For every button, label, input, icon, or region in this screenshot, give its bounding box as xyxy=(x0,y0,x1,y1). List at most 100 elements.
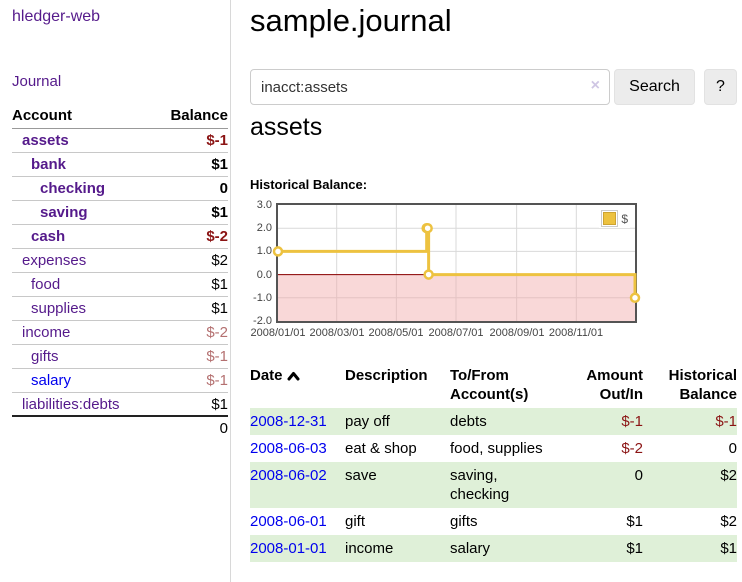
account-link-saving[interactable]: saving xyxy=(40,204,88,221)
search-input[interactable] xyxy=(250,69,610,105)
date-column-header[interactable]: Date xyxy=(250,362,345,408)
account-link-bank[interactable]: bank xyxy=(31,156,67,173)
transaction-accounts: debts xyxy=(450,413,487,430)
account-link-supplies[interactable]: supplies xyxy=(31,300,87,317)
transaction-description: pay off xyxy=(345,413,390,430)
historical-balance-column-header: Historical Balance xyxy=(668,367,737,403)
transaction-amount: $-2 xyxy=(621,440,643,457)
transaction-date-cell: 2008-01-01 xyxy=(250,535,345,562)
transaction-balance: 0 xyxy=(728,440,737,457)
account-heading: assets xyxy=(250,113,323,141)
transaction-balance: $1 xyxy=(720,540,737,557)
account-link-checking[interactable]: checking xyxy=(40,180,106,197)
date-column-label: Date xyxy=(250,367,283,384)
chart-canvas xyxy=(272,205,641,321)
accounts-column-header: Account xyxy=(12,107,72,124)
balance-chart: $ xyxy=(272,203,641,323)
transaction-amount: $1 xyxy=(626,513,643,530)
transaction-balance: $-1 xyxy=(715,413,737,430)
page-title: sample.journal xyxy=(250,3,452,38)
x-axis-tick-label: 2008/03/01 xyxy=(309,327,365,339)
account-balance: $-1 xyxy=(206,348,228,365)
transaction-date-link[interactable]: 2008-06-01 xyxy=(250,513,327,530)
x-axis-tick-label: 2008/01/01 xyxy=(250,327,306,339)
account-row: gifts $-1 xyxy=(12,344,228,368)
transaction-date-cell: 2008-06-01 xyxy=(250,508,345,535)
account-balance: $-1 xyxy=(206,372,228,389)
transaction-balance: $2 xyxy=(720,467,737,484)
brand-link[interactable]: hledger-web xyxy=(12,8,101,25)
transaction-accounts: saving, checking xyxy=(450,467,510,503)
transaction-balance: $2 xyxy=(720,513,737,530)
register-row: 2008-06-01 gift gifts $1 $2 xyxy=(250,508,737,535)
transaction-accounts: gifts xyxy=(450,513,478,530)
account-link-gifts[interactable]: gifts xyxy=(31,348,59,365)
transaction-date-cell: 2008-06-03 xyxy=(250,435,345,462)
transaction-description: gift xyxy=(345,513,366,530)
legend-label: $ xyxy=(621,211,628,226)
y-axis-tick-label: 0.0 xyxy=(256,269,272,281)
transaction-date-link[interactable]: 2008-06-02 xyxy=(250,467,327,484)
x-axis-tick-label: 2008/11/01 xyxy=(548,327,604,339)
account-link-income[interactable]: income xyxy=(22,324,71,341)
total-balance: 0 xyxy=(219,420,228,437)
register-row: 2008-01-01 income salary $1 $1 xyxy=(250,535,737,562)
account-link-assets[interactable]: assets xyxy=(22,132,69,149)
account-row: liabilities:debts $1 xyxy=(12,392,228,416)
account-row: salary $-1 xyxy=(12,368,228,392)
search-button[interactable]: Search xyxy=(614,69,695,105)
account-link-cash[interactable]: cash xyxy=(31,228,66,245)
account-tree-header: Account Balance xyxy=(12,104,228,129)
transaction-description: income xyxy=(345,540,394,557)
x-axis-tick-label: 2008/07/01 xyxy=(428,327,484,339)
register-row: 2008-06-03 eat & shop food, supplies $-2 0 xyxy=(250,435,737,462)
nav-journal-link[interactable]: Journal xyxy=(12,73,62,90)
transaction-date-link[interactable]: 2008-01-01 xyxy=(250,540,327,557)
transaction-description: eat & shop xyxy=(345,440,417,457)
account-row: saving $1 xyxy=(12,200,228,224)
register-row: 2008-12-31 pay off debts $-1 $-1 xyxy=(250,408,737,435)
transaction-description: save xyxy=(345,467,377,484)
account-balance: $-2 xyxy=(206,228,228,245)
account-link-expenses[interactable]: expenses xyxy=(22,252,87,269)
account-row: expenses $2 xyxy=(12,248,228,272)
balance-column-header: Balance xyxy=(170,107,228,124)
account-link-food[interactable]: food xyxy=(31,276,61,293)
account-link-salary[interactable]: salary xyxy=(31,372,72,389)
y-axis-tick-label: 2.0 xyxy=(256,222,272,234)
sidebar: hledger-web Journal Account Balance asse… xyxy=(0,0,231,582)
clear-search-icon[interactable]: × xyxy=(590,77,600,94)
account-row: checking 0 xyxy=(12,176,228,200)
account-balance: $2 xyxy=(211,252,228,269)
transaction-date-link[interactable]: 2008-12-31 xyxy=(250,413,327,430)
chart-legend: $ xyxy=(599,209,630,228)
account-tree: Account Balance assets $-1 bank $1 checking 0… xyxy=(12,104,228,440)
y-axis-tick-label: 1.0 xyxy=(256,245,272,257)
transaction-accounts: salary xyxy=(450,540,491,557)
account-row: food $1 xyxy=(12,272,228,296)
transaction-date-cell: 2008-06-02 xyxy=(250,462,345,508)
chart-title: Historical Balance: xyxy=(250,177,368,192)
x-axis-tick-label: 2008/05/01 xyxy=(368,327,424,339)
register-header: Date Description To/From Account(s) Amou… xyxy=(250,362,737,408)
register-table: Date Description To/From Account(s) Amou… xyxy=(250,362,737,562)
account-rows: assets $-1 bank $1 checking 0 saving $1 cash $-2 e… xyxy=(12,129,228,416)
help-button[interactable]: ? xyxy=(704,69,737,105)
register-rows: 2008-12-31 pay off debts $-1 $-1 2008-06-03 ea… xyxy=(250,408,737,562)
x-axis-tick-label: 2008/09/01 xyxy=(489,327,545,339)
sort-asc-icon xyxy=(287,372,300,381)
description-column-header: Description xyxy=(345,367,428,384)
y-axis-tick-label: -2.0 xyxy=(253,315,272,327)
transaction-date-link[interactable]: 2008-06-03 xyxy=(250,440,327,457)
transaction-amount: $1 xyxy=(626,540,643,557)
account-row: assets $-1 xyxy=(12,129,228,152)
transaction-amount: $-1 xyxy=(621,413,643,430)
account-balance: $-2 xyxy=(206,324,228,341)
amount-column-header: Amount Out/In xyxy=(586,367,643,403)
account-balance: $1 xyxy=(211,300,228,317)
account-row: supplies $1 xyxy=(12,296,228,320)
account-balance: $-1 xyxy=(206,132,228,149)
account-balance: $1 xyxy=(211,156,228,173)
account-link-liabilities-debts[interactable]: liabilities:debts xyxy=(22,396,120,413)
y-axis-tick-label: 3.0 xyxy=(256,199,272,211)
